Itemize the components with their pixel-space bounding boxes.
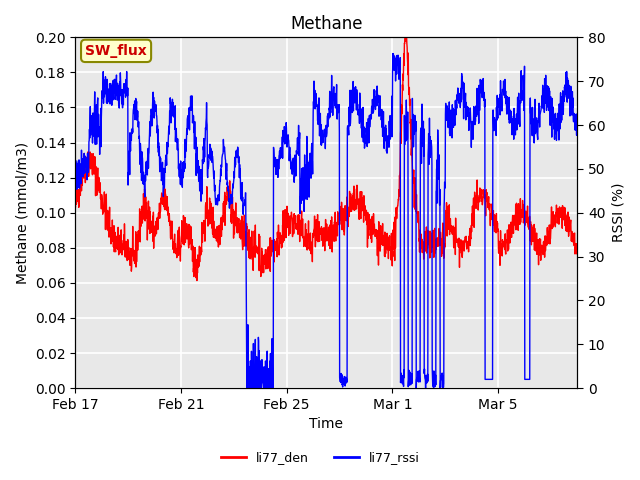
Y-axis label: RSSI (%): RSSI (%) xyxy=(611,183,625,242)
Title: Methane: Methane xyxy=(290,15,362,33)
Text: SW_flux: SW_flux xyxy=(85,44,147,58)
Legend: li77_den, li77_rssi: li77_den, li77_rssi xyxy=(216,446,424,469)
X-axis label: Time: Time xyxy=(309,418,343,432)
Y-axis label: Methane (mmol/m3): Methane (mmol/m3) xyxy=(15,142,29,284)
